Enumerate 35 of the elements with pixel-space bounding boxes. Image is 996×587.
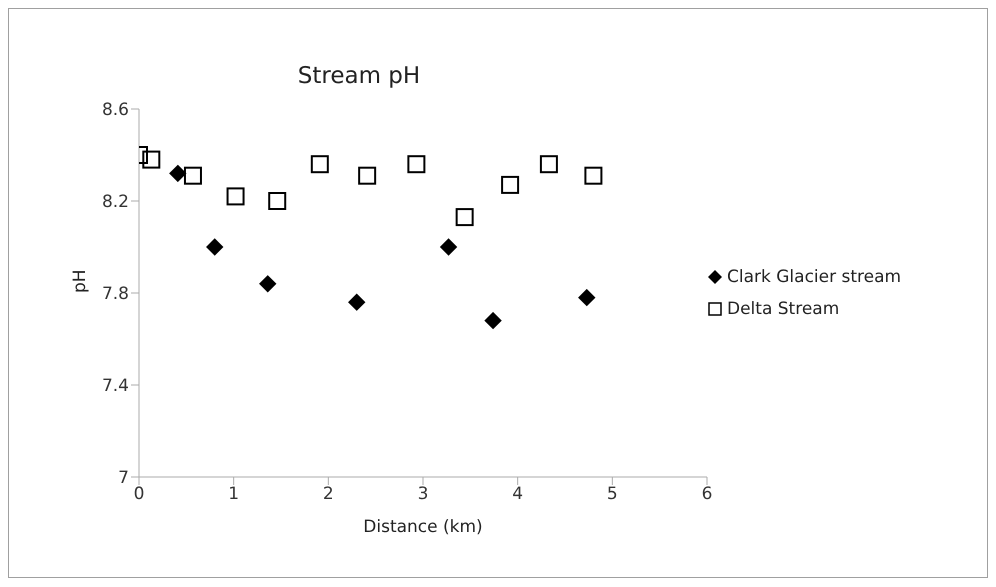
legend-label: Delta Stream bbox=[727, 299, 840, 319]
point bbox=[226, 187, 245, 206]
point bbox=[584, 166, 602, 185]
x-tick-label: 3 bbox=[418, 484, 428, 504]
legend-label: Clark Glacier stream bbox=[727, 267, 902, 287]
y-axis-title: pH bbox=[70, 269, 90, 293]
point bbox=[407, 155, 426, 174]
y-tick-label: 8.6 bbox=[102, 100, 129, 120]
point bbox=[501, 176, 520, 194]
point bbox=[268, 192, 286, 210]
x-tick-label: 0 bbox=[134, 484, 144, 504]
point bbox=[440, 238, 458, 256]
point bbox=[578, 289, 596, 306]
point bbox=[206, 238, 224, 256]
x-tick-label: 4 bbox=[512, 484, 524, 504]
x-tick-label: 1 bbox=[228, 484, 240, 504]
y-tick-label: 8.2 bbox=[102, 192, 129, 212]
point bbox=[259, 275, 276, 292]
point bbox=[184, 166, 202, 185]
x-tick-label: 2 bbox=[322, 484, 334, 504]
y-tick-label: 7.4 bbox=[102, 376, 129, 396]
point bbox=[348, 294, 366, 311]
x-tick-label: 5 bbox=[606, 484, 618, 504]
point bbox=[358, 166, 376, 185]
x-axis-title: Distance (km) bbox=[363, 517, 483, 537]
point bbox=[169, 164, 186, 182]
y-tick-label: 7 bbox=[118, 468, 129, 488]
point bbox=[142, 150, 160, 169]
point bbox=[484, 312, 502, 330]
point bbox=[456, 208, 474, 226]
point bbox=[310, 155, 329, 174]
y-tick-label: 7.8 bbox=[102, 284, 129, 304]
x-tick-label: 6 bbox=[702, 484, 712, 504]
point bbox=[540, 155, 558, 174]
chart-title: Stream pH bbox=[296, 63, 422, 89]
